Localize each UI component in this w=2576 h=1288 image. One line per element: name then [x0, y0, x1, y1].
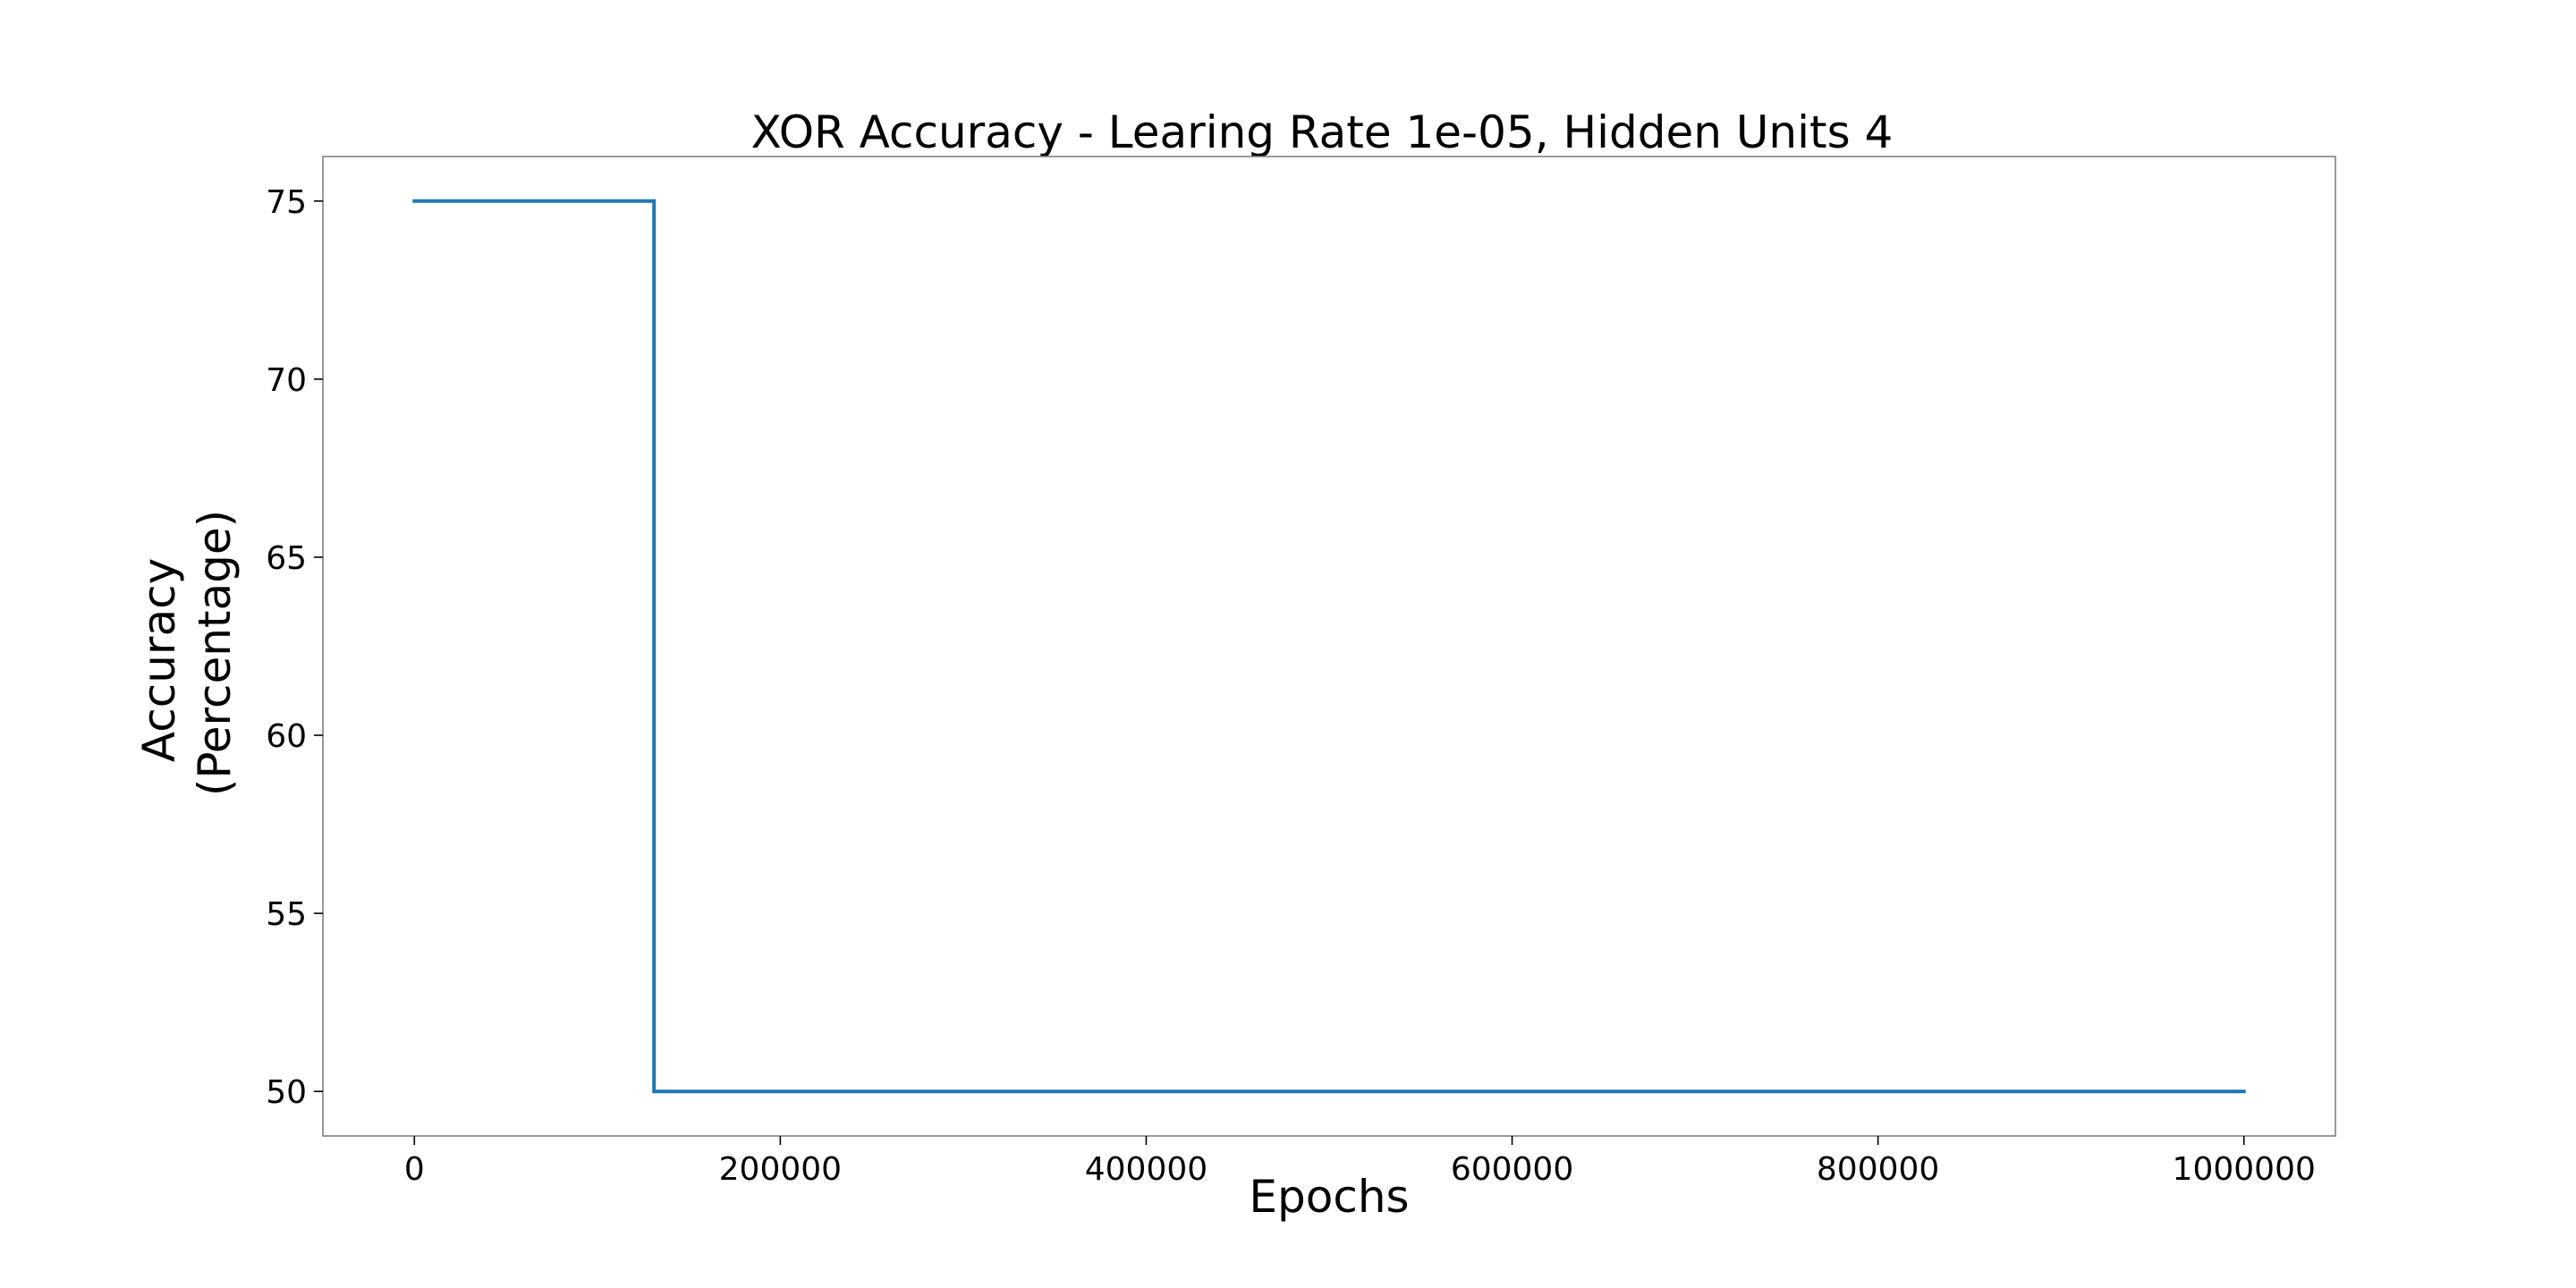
x-tick-label: 400000: [1085, 1151, 1208, 1188]
y-tick-label: 65: [266, 540, 307, 577]
x-tick-label: 1000000: [2173, 1151, 2316, 1188]
x-tick-label: 800000: [1817, 1151, 1939, 1188]
y-tick-label: 55: [266, 896, 307, 933]
accuracy-line: [412, 199, 2246, 1094]
plot-area: [322, 156, 2336, 1137]
y-axis-ticks: 50 55 60 65 70 75: [266, 184, 323, 1111]
chart-title: XOR Accuracy - Learing Rate 1e-05, Hidde…: [751, 106, 1894, 158]
x-tick-label: 0: [404, 1151, 425, 1188]
x-axis-ticks: 0 200000 400000 600000 800000 1000000: [404, 1136, 2316, 1188]
y-tick-label: 60: [266, 718, 307, 755]
x-tick-label: 600000: [1451, 1151, 1573, 1188]
x-tick-label: 200000: [719, 1151, 842, 1188]
series-layer: [412, 199, 2246, 1094]
y-tick-label: 70: [266, 362, 307, 399]
y-tick-label: 50: [266, 1074, 307, 1111]
x-axis-label: Epochs: [1249, 1171, 1409, 1223]
y-axis-label: Accuracy (Percentage): [133, 510, 241, 796]
y-tick-label: 75: [266, 184, 307, 221]
y-axis-label-line-1: Accuracy: [133, 558, 185, 762]
y-axis-label-line-2: (Percentage): [189, 510, 241, 796]
